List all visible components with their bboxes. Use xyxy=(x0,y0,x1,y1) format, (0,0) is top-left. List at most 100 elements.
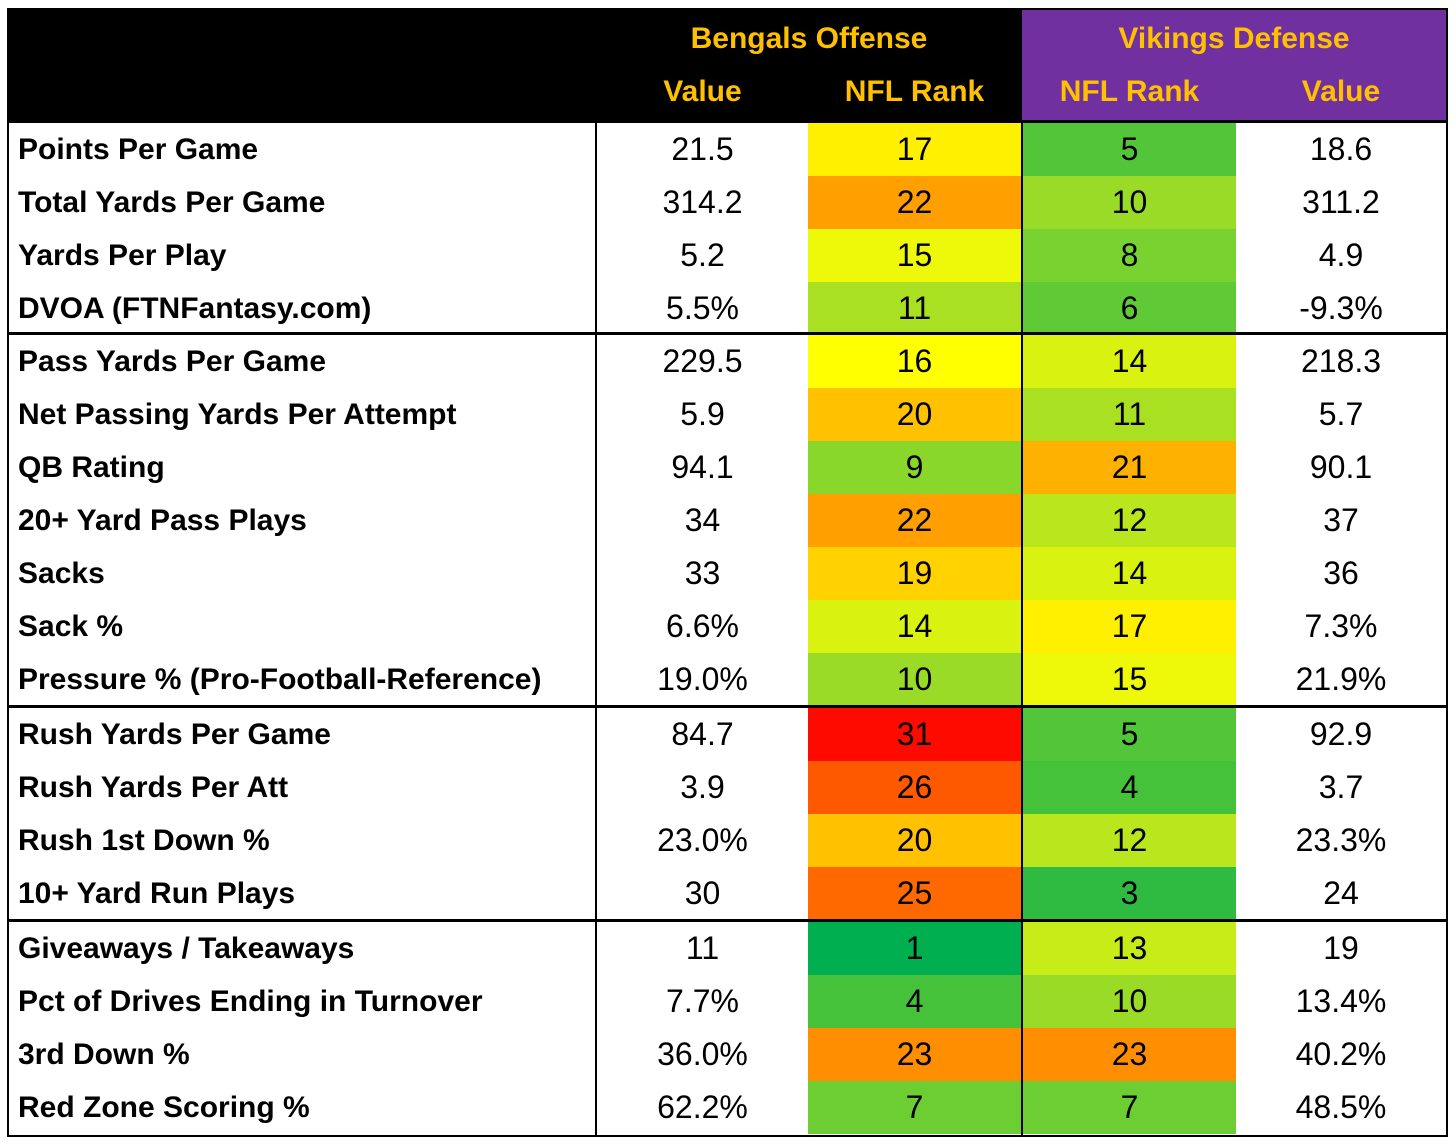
defense-rank-cell: 12 xyxy=(1023,814,1236,867)
table-row: Pass Yards Per Game 229.5 16 14 218.3 xyxy=(9,335,1446,388)
defense-value-cell: 4.9 xyxy=(1318,237,1364,273)
offense-header xyxy=(9,10,1022,120)
offense-rank-cell: 19 xyxy=(808,547,1021,600)
defense-rank-cell: 21 xyxy=(1023,441,1236,494)
defense-value-cell: 18.6 xyxy=(1309,131,1373,167)
offense-value-cell: 36.0% xyxy=(657,1036,748,1072)
defense-rank-cell: 5 xyxy=(1023,123,1236,176)
table-row: Rush Yards Per Att 3.9 26 4 3.7 xyxy=(9,761,1446,814)
defense-header xyxy=(1022,10,1446,120)
offense-rank-cell: 20 xyxy=(808,388,1021,441)
stat-label: Total Yards Per Game xyxy=(18,186,326,219)
defense-title: Vikings Defense xyxy=(1118,22,1350,55)
offense-rank-cell: 26 xyxy=(808,761,1021,814)
offense-value-cell: 7.7% xyxy=(666,983,739,1019)
table-row: 10+ Yard Run Plays 30 25 3 24 xyxy=(9,867,1446,920)
table-row: Pressure % (Pro-Football-Reference) 19.0%… xyxy=(9,653,1446,706)
column-divider xyxy=(595,120,597,1135)
table-row: Giveaways / Takeaways 11 1 13 19 xyxy=(9,922,1446,975)
section-divider xyxy=(9,919,1446,922)
section-divider xyxy=(9,332,1446,335)
stat-label: Rush Yards Per Att xyxy=(18,771,289,804)
offense-value-cell: 21.5 xyxy=(671,131,734,167)
table-row: Red Zone Scoring % 62.2% 7 7 48.5% xyxy=(9,1081,1446,1134)
table-row: QB Rating 94.1 9 21 90.1 xyxy=(9,441,1446,494)
defense-value-cell: 24 xyxy=(1323,875,1359,911)
offense-rank-cell: 4 xyxy=(808,975,1021,1028)
offense-value-cell: 5.2 xyxy=(680,237,725,273)
defense-value-cell: 311.2 xyxy=(1302,184,1380,220)
stat-label: Pressure % (Pro-Football-Reference) xyxy=(18,663,542,696)
stat-label: 20+ Yard Pass Plays xyxy=(18,504,307,537)
defense-value-cell: -9.3% xyxy=(1299,290,1383,326)
offense-value-cell: 3.9 xyxy=(680,769,725,805)
offense-rank-header: NFL Rank xyxy=(844,75,985,108)
offense-value-cell: 34 xyxy=(684,502,721,538)
stat-label: Pass Yards Per Game xyxy=(18,345,326,378)
table-row: Pct of Drives Ending in Turnover 7.7% 4 10 1… xyxy=(9,975,1446,1028)
defense-value-cell: 90.1 xyxy=(1309,449,1373,485)
stat-label: Pct of Drives Ending in Turnover xyxy=(18,985,483,1018)
offense-value-cell: 33 xyxy=(684,555,721,591)
defense-rank-cell: 15 xyxy=(1023,653,1236,706)
stat-label: Rush Yards Per Game xyxy=(18,718,331,751)
column-divider xyxy=(1021,120,1023,1135)
offense-rank-cell: 10 xyxy=(808,653,1021,706)
table-row: Yards Per Play 5.2 15 8 4.9 xyxy=(9,229,1446,282)
offense-rank-cell: 17 xyxy=(808,123,1021,176)
defense-value-cell: 40.2% xyxy=(1295,1036,1387,1072)
defense-rank-cell: 6 xyxy=(1023,282,1236,335)
defense-rank-cell: 11 xyxy=(1023,388,1236,441)
offense-rank-cell: 1 xyxy=(808,922,1021,975)
defense-rank-cell: 23 xyxy=(1023,1028,1236,1081)
stat-label: Points Per Game xyxy=(18,133,259,166)
offense-rank-cell: 9 xyxy=(808,441,1021,494)
stat-label: QB Rating xyxy=(18,451,165,484)
table-row: Sack % 6.6% 14 17 7.3% xyxy=(9,600,1446,653)
offense-rank-cell: 23 xyxy=(808,1028,1021,1081)
defense-value-cell: 21.9% xyxy=(1295,661,1387,697)
offense-value-cell: 229.5 xyxy=(662,343,743,379)
defense-value-cell: 36 xyxy=(1323,555,1359,591)
stat-label: Sacks xyxy=(18,557,105,590)
table-row: Points Per Game 21.5 17 5 18.6 xyxy=(9,123,1446,176)
defense-value-cell: 3.7 xyxy=(1318,769,1364,805)
table-row: Net Passing Yards Per Attempt 5.9 20 11 5.7 xyxy=(9,388,1446,441)
offense-value-cell: 6.6% xyxy=(666,608,739,644)
offense-value-cell: 11 xyxy=(685,930,720,966)
stats-comparison-table: Bengals Offense Vikings Defense Value NF… xyxy=(7,8,1448,1137)
offense-rank-cell: 15 xyxy=(808,229,1021,282)
offense-rank-cell: 22 xyxy=(808,176,1021,229)
defense-value-cell: 92.9 xyxy=(1309,716,1373,752)
stat-label: DVOA (FTNFantasy.com) xyxy=(18,292,372,325)
offense-title: Bengals Offense xyxy=(690,22,928,55)
defense-value-cell: 48.5% xyxy=(1295,1089,1387,1125)
defense-value-cell: 19 xyxy=(1323,930,1359,966)
offense-rank-cell: 22 xyxy=(808,494,1021,547)
defense-rank-cell: 5 xyxy=(1023,708,1236,761)
stat-label: Red Zone Scoring % xyxy=(18,1091,310,1124)
section-divider xyxy=(9,705,1446,708)
stat-label: Giveaways / Takeaways xyxy=(18,932,355,965)
section-divider xyxy=(9,120,1446,123)
defense-value-cell: 5.7 xyxy=(1318,396,1364,432)
defense-value-header: Value xyxy=(1301,75,1381,108)
offense-rank-cell: 7 xyxy=(808,1081,1021,1134)
offense-value-cell: 30 xyxy=(684,875,721,911)
offense-value-cell: 19.0% xyxy=(657,661,748,697)
defense-value-cell: 23.3% xyxy=(1295,822,1387,858)
offense-value-cell: 94.1 xyxy=(671,449,734,485)
table-row: Rush Yards Per Game 84.7 31 5 92.9 xyxy=(9,708,1446,761)
table-row: Sacks 33 19 14 36 xyxy=(9,547,1446,600)
defense-rank-cell: 12 xyxy=(1023,494,1236,547)
defense-value-cell: 37 xyxy=(1323,502,1359,538)
table-row: 3rd Down % 36.0% 23 23 40.2% xyxy=(9,1028,1446,1081)
table-row: 20+ Yard Pass Plays 34 22 12 37 xyxy=(9,494,1446,547)
stat-label: 10+ Yard Run Plays xyxy=(18,877,296,910)
offense-value-header: Value xyxy=(663,75,742,108)
offense-value-cell: 314.2 xyxy=(662,184,743,220)
defense-rank-cell: 10 xyxy=(1023,176,1236,229)
defense-rank-cell: 17 xyxy=(1023,600,1236,653)
offense-value-cell: 62.2% xyxy=(657,1089,748,1125)
defense-rank-cell: 8 xyxy=(1023,229,1236,282)
